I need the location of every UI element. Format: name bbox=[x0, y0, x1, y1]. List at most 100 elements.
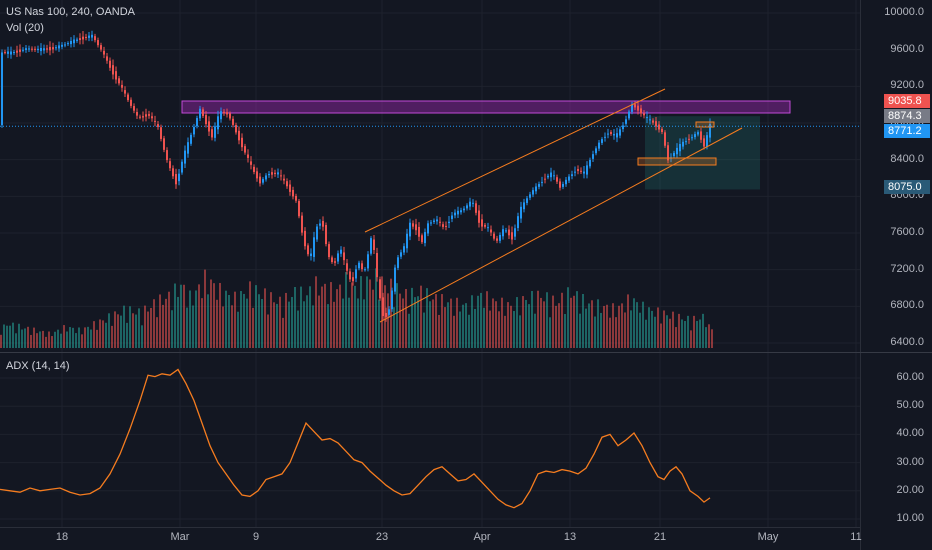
candle-body bbox=[643, 113, 645, 116]
volume-bar bbox=[267, 314, 269, 348]
candle-body bbox=[133, 106, 135, 111]
candle-body bbox=[259, 176, 261, 184]
candle-body bbox=[397, 257, 399, 268]
candle-body bbox=[16, 50, 18, 53]
candle-body bbox=[529, 194, 531, 198]
candle-body bbox=[241, 137, 243, 148]
candle-body bbox=[304, 230, 306, 247]
volume-bar bbox=[609, 317, 611, 348]
candle-body bbox=[82, 36, 84, 40]
candle-body bbox=[55, 47, 57, 49]
candle-body bbox=[94, 36, 96, 41]
candle-body bbox=[484, 224, 486, 227]
candle-body bbox=[64, 44, 66, 46]
volume-bar bbox=[579, 313, 581, 348]
volume-bar bbox=[627, 294, 629, 348]
candle-body bbox=[667, 145, 669, 161]
candle-body bbox=[376, 253, 378, 278]
volume-bar bbox=[519, 315, 521, 348]
candle-body bbox=[556, 177, 558, 182]
volume-bar bbox=[300, 286, 302, 348]
candle-body bbox=[313, 237, 315, 257]
candle-body bbox=[673, 152, 675, 157]
candle-body bbox=[334, 261, 336, 263]
volume-bar bbox=[288, 301, 290, 348]
candle-body bbox=[436, 219, 438, 222]
volume-bar bbox=[696, 320, 698, 348]
volume-bar bbox=[15, 333, 17, 348]
symbol-legend[interactable]: US Nas 100, 240, OANDA bbox=[6, 6, 136, 18]
price-badge: 9035.8 bbox=[884, 94, 930, 108]
candle-body bbox=[268, 173, 270, 176]
volume-bar bbox=[108, 313, 110, 348]
volume-bar bbox=[222, 306, 224, 348]
volume-bar bbox=[165, 298, 167, 348]
volume-bar bbox=[375, 268, 377, 348]
volume-bar bbox=[120, 315, 122, 348]
candle-body bbox=[571, 174, 573, 176]
candle-body bbox=[682, 141, 684, 147]
candle-body bbox=[298, 201, 300, 217]
time-tick-label: 11 bbox=[850, 531, 862, 543]
volume-bar bbox=[549, 317, 551, 348]
candle-body bbox=[73, 39, 75, 44]
volume-bar bbox=[99, 319, 101, 348]
volume-bar bbox=[564, 314, 566, 348]
volume-legend[interactable]: Vol (20) bbox=[6, 22, 44, 34]
volume-bar bbox=[423, 312, 425, 348]
volume-bar bbox=[396, 283, 398, 348]
candle-body bbox=[232, 118, 234, 125]
candle-body bbox=[412, 223, 414, 227]
volume-bar bbox=[525, 299, 527, 348]
candle-body bbox=[262, 179, 264, 183]
candle-body bbox=[277, 172, 279, 175]
candle-body bbox=[76, 39, 78, 41]
candle-body bbox=[271, 172, 273, 175]
volume-bar bbox=[702, 313, 704, 348]
volume-bar bbox=[9, 325, 11, 348]
volume-bar bbox=[489, 310, 491, 348]
candle-body bbox=[7, 51, 9, 54]
candle-body bbox=[70, 40, 72, 45]
price-tick-label: 9600.0 bbox=[890, 42, 924, 55]
price-tick-label: 7200.0 bbox=[890, 262, 924, 275]
time-tick-label: May bbox=[757, 531, 779, 543]
volume-bar bbox=[594, 316, 596, 348]
volume-bar bbox=[414, 297, 416, 348]
candle-body bbox=[694, 134, 696, 138]
price-badge: 8075.0 bbox=[884, 180, 930, 194]
volume-bar bbox=[171, 310, 173, 348]
adx-legend[interactable]: ADX (14, 14) bbox=[6, 360, 70, 372]
volume-bar bbox=[276, 303, 278, 348]
volume-bar bbox=[504, 315, 506, 348]
candle-body bbox=[316, 226, 318, 240]
volume-bar bbox=[711, 329, 713, 348]
candle-body bbox=[658, 124, 660, 130]
candle-body bbox=[28, 48, 30, 50]
pane-separator[interactable] bbox=[0, 352, 932, 353]
candle-body bbox=[472, 202, 474, 204]
volume-bar bbox=[18, 323, 20, 348]
candle-body bbox=[22, 49, 24, 51]
volume-bar bbox=[246, 298, 248, 348]
volume-bar bbox=[21, 329, 23, 348]
volume-bar bbox=[699, 319, 701, 348]
candle-body bbox=[394, 267, 396, 292]
volume-bar bbox=[474, 308, 476, 348]
volume-bar bbox=[357, 298, 359, 348]
volume-bar bbox=[639, 312, 641, 348]
volume-bar bbox=[456, 297, 458, 348]
candle-body bbox=[190, 134, 192, 144]
candle-body bbox=[628, 111, 630, 119]
candle-body bbox=[700, 131, 702, 140]
candle-body bbox=[193, 127, 195, 135]
candle-body bbox=[649, 119, 651, 121]
volume-bar bbox=[654, 316, 656, 348]
candle-body bbox=[178, 173, 180, 182]
volume-bar bbox=[327, 304, 329, 348]
volume-bar bbox=[378, 299, 380, 348]
candle-body bbox=[145, 114, 147, 117]
candle-body bbox=[250, 161, 252, 165]
volume-bar bbox=[399, 293, 401, 348]
